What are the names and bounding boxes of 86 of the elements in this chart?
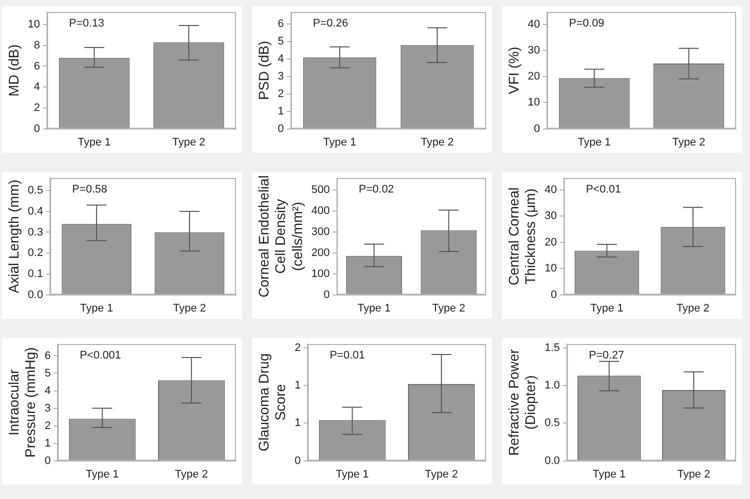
y-tick-label: 1.5 [544,342,560,354]
y-tick-label: 0 [550,288,557,301]
y-tick-label: 0 [44,454,51,467]
y-axis-title: Central Corneal Thickness (μm) [505,187,538,286]
x-tick-label: Type 2 [424,468,458,480]
y-axis-title: VFI (%) [505,46,522,94]
x-tick-label: Type 2 [672,136,706,148]
y-tick-label: 4 [44,384,51,397]
y-tick-label: 6 [44,350,51,362]
y-tick-label: 2 [34,102,40,114]
x-tick-label: Type 2 [172,136,206,148]
y-tick-label: 2 [278,88,284,100]
y-axis-title: Intraocular Pressure (mmHg) [5,347,38,458]
x-tick-label: Type 1 [592,468,626,480]
y-tick-label: 6 [34,60,40,72]
x-tick-label: Type 1 [78,136,111,148]
y-tick-label: 10 [528,96,540,109]
y-tick-label: 0 [34,122,40,135]
y-tick-label: 0 [324,288,330,301]
x-tick-label: Type 2 [432,302,466,314]
y-tick-label: 3 [278,70,284,83]
annotation: P<0.001 [80,350,122,362]
x-tick-label: Type 2 [677,468,710,480]
y-tick-label: 1 [294,417,301,430]
y-tick-label: 1 [294,379,301,392]
y-tick-label: 0.5 [544,417,560,430]
annotation: P=0.13 [69,18,104,30]
y-tick-label: 100 [311,268,330,280]
y-tick-label: 0 [534,122,540,135]
y-tick-label: 1 [278,105,284,118]
annotation: P=0.02 [358,184,394,196]
y-tick-label: 1 [44,437,51,450]
y-tick-label: 5 [44,367,51,380]
y-axis-title: Refractive Power (Diopter) [505,348,538,456]
y-tick-label: 30 [528,44,540,56]
y-tick-label: 0.5 [28,184,44,197]
y-tick-label: 400 [311,204,330,217]
y-tick-label: 300 [311,226,330,238]
y-tick-label: 20 [528,70,540,83]
x-tick-label: Type 2 [174,468,208,480]
x-tick-label: Type 2 [676,302,710,314]
x-tick-label: Type 1 [358,302,391,314]
y-axis-title: MD (dB) [5,44,22,96]
y-tick-label: 6 [278,18,284,30]
y-tick-label: 0.3 [28,226,44,238]
y-tick-label: 500 [311,184,330,196]
y-tick-label: 0.2 [28,247,44,260]
y-tick-label: 10 [544,262,557,275]
y-tick-label: 0.0 [544,454,560,467]
y-axis-title: Glaucoma Drug Score [255,353,288,452]
y-tick-label: 200 [311,246,330,259]
y-tick-label: 10 [28,18,40,31]
x-tick-label: Type 1 [86,468,119,480]
y-tick-label: 4 [34,81,40,94]
y-tick-label: 0 [278,122,284,135]
y-tick-label: 30 [544,210,557,222]
y-tick-label: 0.0 [28,288,44,301]
y-tick-label: 4 [278,53,284,66]
annotation: P=0.27 [588,350,624,362]
y-axis-title: Axial Length (mm) [5,180,22,294]
y-tick-label: 0 [294,454,301,467]
x-tick-label: Type 2 [173,302,206,314]
x-tick-label: Type 1 [336,468,369,480]
y-tick-label: 0.4 [28,205,44,218]
y-tick-label: 20 [544,236,557,248]
y-tick-label: 8 [34,39,40,52]
y-tick-label: 2 [294,342,301,354]
annotation: P=0.01 [330,350,365,362]
annotation: P=0.09 [569,18,604,30]
x-tick-label: Type 1 [578,136,611,148]
x-tick-label: Type 1 [590,302,624,314]
x-tick-label: Type 1 [80,302,114,314]
annotation: P=0.58 [72,184,108,196]
y-tick-label: 3 [44,402,51,414]
y-tick-label: 5 [278,36,284,48]
y-tick-label: 0.1 [28,268,44,280]
y-axis-title: Corneal Endothelial Cell Density (cells/mm²) [255,175,305,298]
y-tick-label: 40 [544,184,557,196]
annotation: P<0.01 [586,184,622,196]
x-tick-label: Type 1 [323,136,356,148]
x-tick-label: Type 2 [420,136,454,148]
annotation: P=0.26 [312,18,348,30]
y-tick-label: 2 [44,420,51,432]
y-tick-label: 40 [528,18,540,30]
y-tick-label: 1.0 [544,379,560,392]
y-axis-title: PSD (dB) [255,40,272,100]
